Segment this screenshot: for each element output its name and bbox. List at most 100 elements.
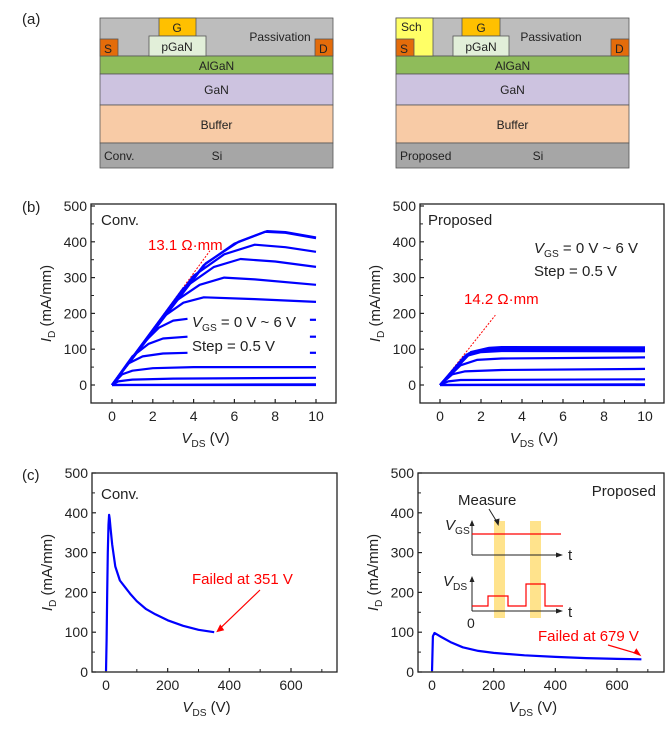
x-tick-label: 0 bbox=[436, 408, 444, 424]
data-series bbox=[111, 366, 316, 386]
si-label: Si bbox=[533, 149, 544, 163]
source-label: S bbox=[104, 42, 112, 56]
pgan-label: pGaN bbox=[465, 40, 496, 54]
y-tick-label: 500 bbox=[65, 465, 89, 481]
pgan-layer bbox=[452, 35, 510, 57]
data-series bbox=[439, 383, 646, 387]
y-tick-label: 300 bbox=[393, 270, 417, 286]
y-tick-label: 500 bbox=[393, 198, 417, 214]
x-tick-label: 0 bbox=[108, 408, 116, 424]
pgan-layer bbox=[148, 35, 207, 57]
ron-fit-line bbox=[111, 250, 211, 386]
x-tick-label: 600 bbox=[279, 677, 303, 693]
gan-label: GaN bbox=[500, 83, 525, 97]
data-series bbox=[111, 243, 317, 386]
origin-label: 0 bbox=[467, 615, 475, 631]
panel-label-c: (c) bbox=[22, 467, 40, 484]
x-tick-label: 6 bbox=[231, 408, 239, 424]
x-axis-label: VDS (V) bbox=[182, 699, 230, 719]
y-tick-label: 100 bbox=[64, 341, 88, 357]
series-group bbox=[104, 513, 215, 671]
buffer-label: Buffer bbox=[201, 118, 233, 132]
panel-label-a: (a) bbox=[22, 11, 40, 28]
ron-annotation: 14.2 Ω·mm bbox=[464, 291, 539, 308]
x-tick-label: 400 bbox=[218, 677, 242, 693]
vgs-range-annotation: VGS = 0 V ~ 6 V bbox=[192, 314, 296, 334]
algan-label: AlGaN bbox=[199, 59, 234, 73]
arrow-head bbox=[469, 520, 475, 526]
chart-breakdown-proposed: 0 100 200 300 400 500 0 200 400 600 VDS (V) ID (mA/… bbox=[365, 465, 665, 719]
series-group bbox=[430, 631, 642, 671]
si-substrate bbox=[395, 142, 630, 169]
si-label: Si bbox=[212, 149, 223, 163]
gan-label: GaN bbox=[204, 83, 229, 97]
buffer-layer bbox=[99, 104, 334, 144]
vgs-label: VGS bbox=[445, 517, 470, 537]
failure-annotation: Failed at 351 V bbox=[192, 571, 293, 588]
measure-window bbox=[530, 521, 541, 618]
y-tick-label: 100 bbox=[393, 341, 417, 357]
source-contact bbox=[99, 38, 119, 57]
y-tick-label: 0 bbox=[80, 664, 88, 680]
y-tick-label: 400 bbox=[65, 505, 89, 521]
x-tick-label: 0 bbox=[102, 677, 110, 693]
chart-breakdown-conv: 0 100 200 300 400 500 0 200 400 600 VDS (V) ID (mA/… bbox=[39, 465, 338, 719]
vds-waveform bbox=[472, 583, 563, 607]
arrow-head bbox=[469, 576, 475, 582]
drain-contact bbox=[314, 38, 334, 57]
t-label: t bbox=[568, 604, 573, 621]
schottky-label: Sch bbox=[401, 20, 422, 34]
y-tick-label: 400 bbox=[391, 505, 415, 521]
pgan-label: pGaN bbox=[161, 40, 192, 54]
arrow-head bbox=[556, 608, 563, 614]
drain-label: D bbox=[319, 42, 328, 56]
x-tick-label: 0 bbox=[428, 677, 436, 693]
y-tick-label: 500 bbox=[64, 198, 88, 214]
gate-label: G bbox=[172, 21, 181, 35]
data-series bbox=[111, 383, 317, 387]
vds-label: VDS bbox=[443, 573, 467, 593]
si-substrate bbox=[99, 142, 334, 169]
y-tick-label: 200 bbox=[64, 305, 88, 321]
y-tick-label: 0 bbox=[408, 377, 416, 393]
measure-window bbox=[494, 521, 505, 618]
gate-label: G bbox=[476, 21, 485, 35]
chart-output-proposed: 0 100 200 300 400 500 0 2 4 6 8 10 VDS (V) ID (mA/mm)… bbox=[367, 198, 665, 450]
passivation-label: Passivation bbox=[249, 30, 310, 44]
arrow-head bbox=[216, 624, 225, 633]
chart-title: Conv. bbox=[101, 212, 139, 229]
series-group bbox=[439, 346, 646, 387]
buffer-label: Buffer bbox=[497, 118, 529, 132]
x-tick-label: 8 bbox=[271, 408, 279, 424]
x-axis-label: VDS (V) bbox=[510, 430, 558, 450]
y-tick-label: 200 bbox=[65, 584, 89, 600]
data-series bbox=[111, 230, 317, 386]
data-series bbox=[439, 378, 646, 387]
arrow-head bbox=[494, 518, 500, 526]
chart-title: Conv. bbox=[101, 486, 139, 503]
chart-title: Proposed bbox=[428, 212, 492, 229]
x-axis-label: VDS (V) bbox=[181, 430, 229, 450]
passivation-label: Passivation bbox=[520, 30, 581, 44]
x-tick-label: 200 bbox=[482, 677, 506, 693]
y-tick-label: 100 bbox=[391, 624, 415, 640]
y-axis-label: ID (mA/mm) bbox=[365, 534, 385, 611]
arrow-head bbox=[556, 552, 563, 558]
arrow-head bbox=[633, 648, 642, 657]
buffer-layer bbox=[395, 104, 630, 144]
y-tick-label: 0 bbox=[79, 377, 87, 393]
data-series bbox=[439, 367, 646, 386]
y-tick-label: 300 bbox=[391, 545, 415, 561]
drain-label: D bbox=[615, 42, 624, 56]
drain-contact bbox=[610, 38, 630, 57]
y-tick-label: 400 bbox=[393, 234, 417, 250]
gan-layer bbox=[99, 73, 334, 106]
x-tick-label: 200 bbox=[156, 677, 180, 693]
pulse-measurement-inset: VGS t VDS t 0 Measure bbox=[443, 492, 573, 631]
data-series bbox=[111, 230, 317, 386]
y-tick-label: 0 bbox=[406, 664, 414, 680]
x-axis-label: VDS (V) bbox=[509, 699, 557, 719]
x-tick-label: 4 bbox=[518, 408, 526, 424]
